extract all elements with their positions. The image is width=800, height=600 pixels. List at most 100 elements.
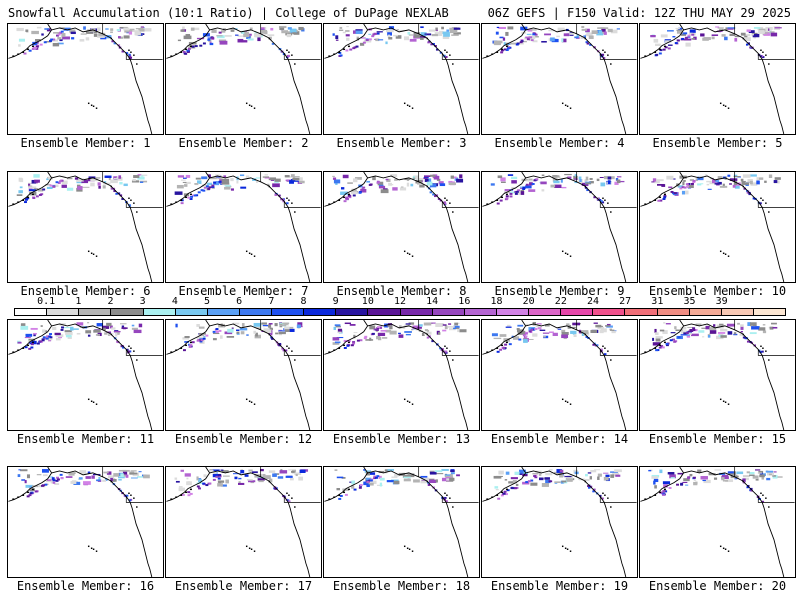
- ensemble-member-panel: Ensemble Member: 7: [165, 171, 322, 304]
- legend-tick-label: 0.1: [37, 296, 56, 307]
- snowfall-map: [165, 319, 322, 431]
- ensemble-member-panel: Ensemble Member: 20: [639, 466, 796, 599]
- legend-tick-label: 2: [107, 296, 114, 307]
- legend-tick-label: 12: [393, 296, 407, 307]
- legend-tick-label: 5: [203, 296, 211, 307]
- legend-tick-label: 8: [300, 296, 307, 307]
- legend-swatch: [207, 309, 240, 315]
- page-title: Snowfall Accumulation (10:1 Ratio) | Col…: [8, 6, 449, 20]
- legend-colorbar: [14, 308, 786, 316]
- panel-label: Ensemble Member: 5: [652, 136, 783, 150]
- snowfall-map: [639, 319, 796, 431]
- ensemble-member-panel: Ensemble Member: 5: [639, 23, 796, 156]
- ensemble-member-panel: Ensemble Member: 2: [165, 23, 322, 156]
- snowfall-map: [7, 466, 164, 578]
- legend-swatch: [593, 309, 626, 315]
- snowfall-map: [7, 171, 164, 283]
- legend-swatch: [304, 309, 337, 315]
- legend-tick-label: 3: [139, 296, 146, 307]
- panel-label: Ensemble Member: 11: [16, 432, 155, 446]
- snowfall-map: [165, 171, 322, 283]
- legend-swatch: [47, 309, 80, 315]
- ensemble-member-panel: Ensemble Member: 11: [7, 319, 164, 452]
- legend-swatch: [432, 309, 465, 315]
- legend-swatch: [368, 309, 401, 315]
- ensemble-member-panel: Ensemble Member: 17: [165, 466, 322, 599]
- header: Snowfall Accumulation (10:1 Ratio) | Col…: [0, 0, 800, 22]
- legend-ticks: 0.1 1 2 3 4 5 6 7 8 9 10 12 14 16 18 20 22 24 27 31 35 39: [14, 296, 786, 307]
- snowfall-map: [165, 23, 322, 135]
- legend-swatch: [175, 309, 208, 315]
- snowfall-legend: 0.1 1 2 3 4 5 6 7 8 9 10 12 14 16 18 20 22 24 27 31 35 39: [14, 296, 786, 318]
- snowfall-map: [323, 466, 480, 578]
- legend-swatch: [239, 309, 272, 315]
- legend-tick-label: 20: [522, 296, 535, 307]
- ensemble-member-panel: Ensemble Member: 1: [7, 23, 164, 156]
- legend-swatch: [143, 309, 176, 315]
- panel-label: Ensemble Member: 15: [648, 432, 787, 446]
- legend-tick-label: 10: [361, 296, 374, 307]
- snowfall-map: [639, 23, 796, 135]
- snowfall-map: [481, 466, 638, 578]
- legend-swatch: [272, 309, 305, 315]
- legend-swatch: [79, 309, 112, 315]
- snowfall-map: [323, 319, 480, 431]
- snowfall-map: [7, 319, 164, 431]
- panel-label: Ensemble Member: 12: [174, 432, 313, 446]
- legend-swatch: [529, 309, 562, 315]
- ensemble-member-panel: Ensemble Member: 10: [639, 171, 796, 304]
- ensemble-member-panel: Ensemble Member: 19: [481, 466, 638, 599]
- legend-tick-label: 27: [619, 296, 632, 307]
- ensemble-member-panel: Ensemble Member: 8: [323, 171, 480, 304]
- legend-tick-label: 22: [554, 296, 567, 307]
- legend-swatch: [689, 309, 722, 315]
- panel-label: Ensemble Member: 3: [336, 136, 467, 150]
- legend-swatch: [15, 309, 48, 315]
- legend-swatch: [464, 309, 497, 315]
- panel-label: Ensemble Member: 19: [490, 579, 629, 593]
- panel-label: Ensemble Member: 20: [648, 579, 787, 593]
- legend-swatch: [721, 309, 754, 315]
- panel-label: Ensemble Member: 13: [332, 432, 471, 446]
- legend-tick-label: 9: [332, 296, 339, 307]
- ensemble-member-panel: Ensemble Member: 18: [323, 466, 480, 599]
- snowfall-map: [323, 23, 480, 135]
- panel-label: Ensemble Member: 2: [178, 136, 309, 150]
- panel-label: Ensemble Member: 1: [20, 136, 151, 150]
- snowfall-map: [639, 171, 796, 283]
- legend-swatch: [753, 309, 785, 315]
- snowfall-map: [481, 171, 638, 283]
- snowfall-map: [481, 23, 638, 135]
- ensemble-member-panel: Ensemble Member: 4: [481, 23, 638, 156]
- legend-tick-label: 1: [75, 296, 82, 307]
- snowfall-map: [7, 23, 164, 135]
- ensemble-member-panel: Ensemble Member: 13: [323, 319, 480, 452]
- snowfall-map: [165, 466, 322, 578]
- legend-swatch: [111, 309, 144, 315]
- legend-tick-label: 16: [458, 296, 471, 307]
- panel-label: Ensemble Member: 18: [332, 579, 471, 593]
- panel-label: Ensemble Member: 9: [494, 284, 625, 298]
- ensemble-member-panel: Ensemble Member: 9: [481, 171, 638, 304]
- legend-tick-label: 31: [651, 296, 664, 307]
- panel-label: Ensemble Member: 8: [336, 284, 467, 298]
- ensemble-member-panel: Ensemble Member: 12: [165, 319, 322, 452]
- snowfall-map: [481, 319, 638, 431]
- legend-tick-label: 7: [268, 296, 275, 307]
- ensemble-member-panel: Ensemble Member: 6: [7, 171, 164, 304]
- legend-tick-label: 39: [715, 296, 728, 307]
- legend-tick-label: 24: [586, 296, 600, 307]
- legend-tick-label: 14: [426, 296, 439, 307]
- legend-swatch: [657, 309, 690, 315]
- snowfall-map: [639, 466, 796, 578]
- panel-label: Ensemble Member: 14: [490, 432, 629, 446]
- panel-label: Ensemble Member: 6: [20, 284, 151, 298]
- panel-label: Ensemble Member: 7: [178, 284, 309, 298]
- ensemble-member-panel: Ensemble Member: 16: [7, 466, 164, 599]
- legend-swatch: [496, 309, 529, 315]
- legend-swatch: [400, 309, 433, 315]
- panel-label: Ensemble Member: 10: [648, 284, 787, 298]
- snowfall-map: [323, 171, 480, 283]
- legend-swatch: [561, 309, 594, 315]
- legend-swatch: [336, 309, 369, 315]
